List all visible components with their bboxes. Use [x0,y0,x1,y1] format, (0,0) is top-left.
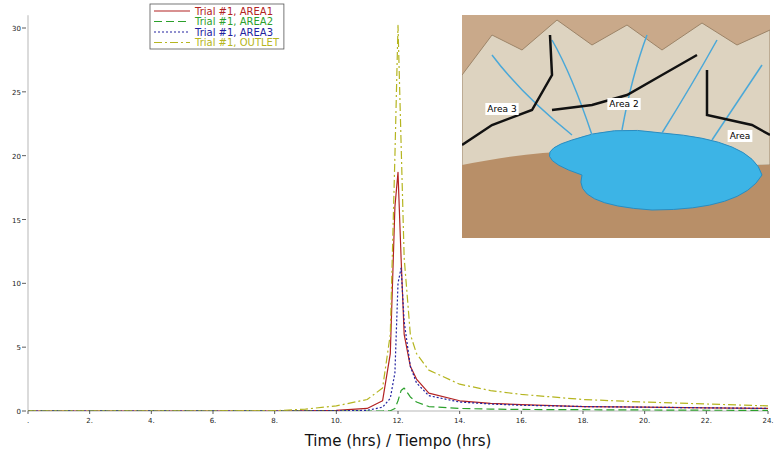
annotation: Area [730,131,751,141]
x-tick [521,411,522,414]
x-tick-label: 22. [701,417,712,425]
x-tick-label: 16. [516,417,527,425]
x-tick-label: 24. [762,417,773,425]
series-group [28,25,768,411]
legend-swatch [154,10,190,11]
x-tick [583,411,584,414]
y-axis-line [28,15,29,411]
legend-label: Trial #1, AREA3 [194,27,273,38]
annotation-background [728,130,753,142]
x-axis-title: Time (hrs) / Tiempo (hrs) [304,432,492,450]
x-tick-label: 12. [392,417,403,425]
x-tick-label: 6. [210,417,217,425]
inset-stream [712,65,762,140]
x-tick [768,411,769,414]
inset-lake [549,130,762,210]
legend-box [150,4,284,49]
x-tick [398,411,399,414]
y-tick [22,283,26,284]
x-tick-label: 2. [86,417,93,425]
y-tick-label: 20 [12,153,21,161]
x-tick [151,411,152,414]
annotation-background [485,103,518,115]
x-tick-label: 18. [577,417,588,425]
inset-stream [552,40,592,135]
legend: Trial #1, AREA1Trial #1, AREA2Trial #1, … [150,4,284,49]
x-tick [274,411,275,414]
x-tick-label: 10. [331,417,342,425]
x-tick-label: . [27,417,29,425]
inset-stream [662,40,717,133]
x-tick [706,411,707,414]
legend-swatch [154,21,190,22]
y-tick-label: 5 [17,344,21,352]
series-line [28,268,768,411]
annotation-background [607,98,640,110]
legend-label: Trial #1, AREA1 [194,6,273,17]
legend-label: Trial #1, OUTLET [194,37,280,48]
inset-boundary [707,70,770,135]
y-tick [22,28,26,29]
inset-stream [492,55,572,135]
series-line [28,25,768,411]
y-tick [22,411,26,412]
chart: Area 3 Area 2 Area 0 5 10 15 20 25 30. 2. 4. 6. 8. 10.… [0,0,775,462]
series-line [28,172,768,411]
legend-swatch [154,42,190,43]
inset-boundary [462,35,552,145]
y-tick [22,219,26,220]
inset-ground [462,15,770,238]
y-tick [22,155,26,156]
y-tick [22,347,26,348]
x-tick [644,411,645,414]
annotation: Area 2 [609,99,638,109]
y-tick-label: 10 [12,280,21,288]
legend-label: Trial #1, AREA2 [194,16,273,27]
inset-boundary [552,55,697,110]
y-tick-label: 25 [12,89,21,97]
y-tick [22,91,26,92]
x-tick-label: 8. [271,417,278,425]
x-tick [28,411,29,414]
annotation: Area 3 [487,104,516,114]
x-tick [213,411,214,414]
x-tick-label: 14. [454,417,465,425]
x-tick-label: 4. [148,417,155,425]
y-tick-label: 15 [12,217,21,225]
x-tick [336,411,337,414]
x-tick-label: 20. [639,417,650,425]
inset-stream [622,35,647,130]
y-tick-label: 0 [17,408,21,416]
inset-illustration [462,15,770,238]
x-tick [89,411,90,414]
legend-swatch [154,31,190,32]
y-tick-label: 30 [12,25,21,33]
x-tick [459,411,460,414]
